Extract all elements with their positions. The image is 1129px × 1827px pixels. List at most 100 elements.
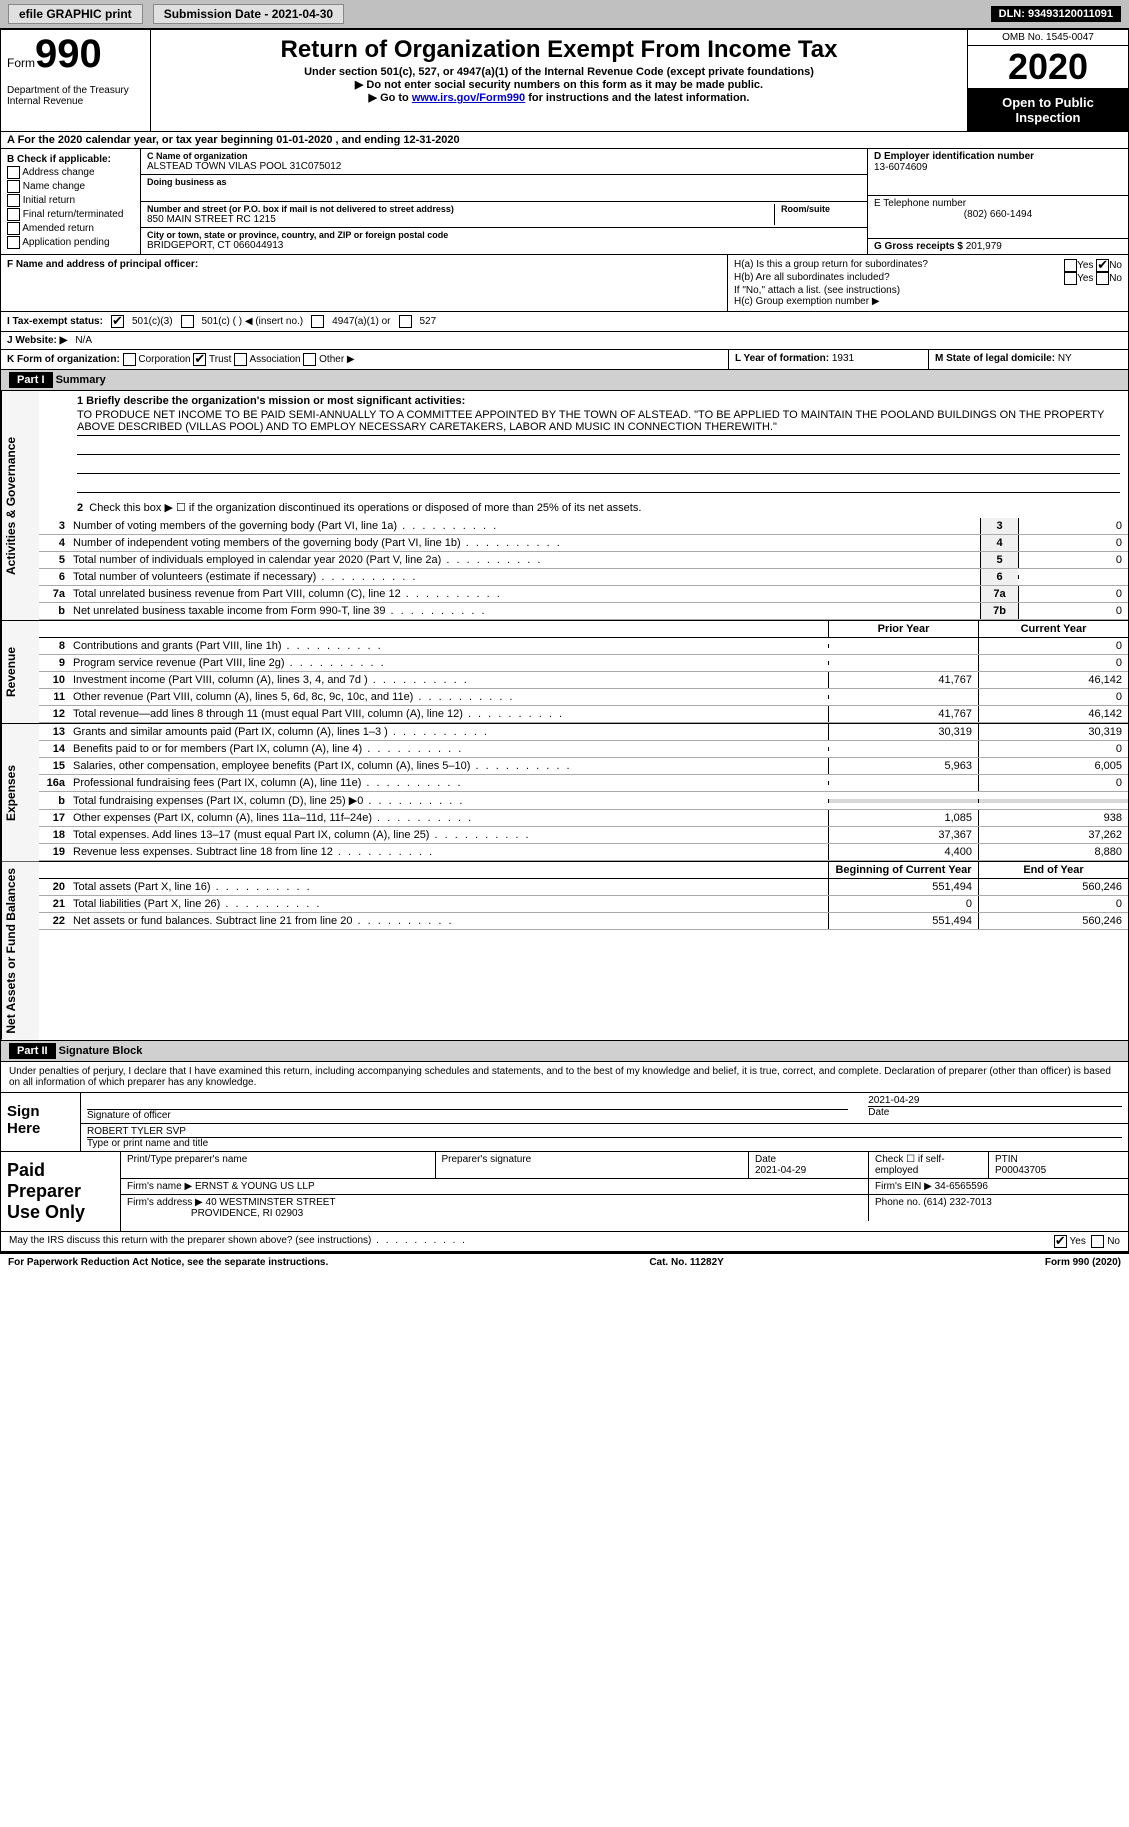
table-row: 22Net assets or fund balances. Subtract … [39,913,1128,930]
form-footer: Form 990 (2020) [1045,1257,1121,1268]
submission-button[interactable]: Submission Date - 2021-04-30 [153,4,344,24]
city-label: City or town, state or province, country… [147,230,861,240]
row-klm: K Form of organization: Corporation Trus… [0,350,1129,370]
efile-button[interactable]: efile GRAPHIC print [8,4,143,24]
line1-label: 1 Briefly describe the organization's mi… [77,395,1120,407]
expenses-section: Expenses 13Grants and similar amounts pa… [0,724,1129,862]
check-other[interactable] [303,353,316,366]
form-header: Form990 Department of the Treasury Inter… [0,29,1129,132]
hb-yes[interactable] [1064,272,1077,285]
discuss-text: May the IRS discuss this return with the… [9,1235,467,1248]
check-corp[interactable] [123,353,136,366]
officer-name-title: ROBERT TYLER SVP [87,1126,1122,1138]
dln-label: DLN: 93493120011091 [991,6,1121,22]
dba-label: Doing business as [147,177,861,187]
org-name-label: C Name of organization [147,151,861,161]
part2-header: Part II Signature Block [0,1041,1129,1062]
ha-label: H(a) Is this a group return for subordin… [734,259,928,272]
check-527[interactable] [399,315,412,328]
hb-no[interactable] [1096,272,1109,285]
pra-notice: For Paperwork Reduction Act Notice, see … [8,1257,328,1268]
note-ssn: ▶ Do not enter social security numbers o… [155,78,963,91]
addr-value: 850 MAIN STREET RC 1215 [147,214,774,225]
prep-date: 2021-04-29 [755,1165,806,1176]
mission-text: TO PRODUCE NET INCOME TO BE PAID SEMI-AN… [77,407,1120,436]
name-title-label: Type or print name and title [87,1138,1122,1149]
governance-section: Activities & Governance 1 Briefly descri… [0,391,1129,621]
box-de: D Employer identification number 13-6074… [868,149,1128,254]
table-row: 11Other revenue (Part VIII, column (A), … [39,689,1128,706]
form-number-cell: Form990 Department of the Treasury Inter… [1,30,151,131]
gross-label: G Gross receipts $ [874,241,963,252]
firm-name: ERNST & YOUNG US LLP [195,1181,315,1192]
expenses-tab: Expenses [1,724,39,861]
year-formation-label: L Year of formation: [735,353,829,364]
preparer-label: Paid Preparer Use Only [1,1152,121,1231]
table-row: 13Grants and similar amounts paid (Part … [39,724,1128,741]
prep-check-label: Check ☐ if self-employed [868,1152,988,1178]
check-501c3[interactable] [111,315,124,328]
table-row: bTotal fundraising expenses (Part IX, co… [39,792,1128,810]
check-name: Name change [7,180,134,193]
table-row: 4Number of independent voting members of… [39,535,1128,552]
gross-value: 201,979 [966,241,1002,252]
ha-no[interactable] [1096,259,1109,272]
hb-note: If "No," attach a list. (see instruction… [734,285,1122,296]
footer: For Paperwork Reduction Act Notice, see … [0,1252,1129,1271]
omb-number: OMB No. 1545-0047 [968,30,1128,46]
row-j: J Website: ▶ N/A [0,332,1129,350]
table-row: 21Total liabilities (Part X, line 26)00 [39,896,1128,913]
revenue-header: Prior Year Current Year [39,621,1128,638]
dept-treasury: Department of the Treasury [7,85,144,96]
form-title: Return of Organization Exempt From Incom… [155,36,963,64]
year-cell: OMB No. 1545-0047 2020 Open to Public In… [968,30,1128,131]
ein-label: D Employer identification number [874,151,1122,162]
discuss-row: May the IRS discuss this return with the… [0,1232,1129,1252]
tax-status-label: I Tax-exempt status: [7,316,103,327]
tel-label: E Telephone number [874,198,1122,209]
prior-year-header: Prior Year [828,621,978,637]
form-990: 990 [35,32,102,76]
check-amended: Amended return [7,222,134,235]
irs-link[interactable]: www.irs.gov/Form990 [412,92,525,104]
netassets-header: Beginning of Current Year End of Year [39,862,1128,879]
firm-addr1: 40 WESTMINSTER STREET [206,1197,336,1208]
table-row: bNet unrelated business taxable income f… [39,603,1128,620]
box-b-title: B Check if applicable: [7,154,134,165]
discuss-yes[interactable] [1054,1235,1067,1248]
hb-label: H(b) Are all subordinates included? [734,272,890,285]
table-row: 10Investment income (Part VIII, column (… [39,672,1128,689]
row-a-period: A For the 2020 calendar year, or tax yea… [0,132,1129,149]
ha-yes[interactable] [1064,259,1077,272]
check-501c[interactable] [181,315,194,328]
check-final: Final return/terminated [7,208,134,221]
inspection-label: Open to Public Inspection [968,89,1128,131]
check-4947[interactable] [311,315,324,328]
check-initial: Initial return [7,194,134,207]
table-row: 14Benefits paid to or for members (Part … [39,741,1128,758]
year-formation: 1931 [832,353,854,364]
ptin: P00043705 [995,1165,1046,1176]
hc-label: H(c) Group exemption number ▶ [734,296,1122,307]
check-assoc[interactable] [234,353,247,366]
part1-badge: Part I [9,372,53,388]
discuss-no[interactable] [1091,1235,1104,1248]
revenue-tab: Revenue [1,621,39,723]
room-label: Room/suite [781,204,861,214]
domicile: NY [1058,353,1072,364]
table-row: 6Total number of volunteers (estimate if… [39,569,1128,586]
sign-here-label: Sign Here [1,1093,81,1151]
part1-header: Part I Summary [0,370,1129,391]
gov-lines: 3Number of voting members of the governi… [39,518,1128,620]
form-label: Form [7,56,35,70]
form-org-label: K Form of organization: [7,354,120,365]
officer-label: F Name and address of principal officer: [7,259,198,270]
fgh-box: F Name and address of principal officer:… [0,255,1129,312]
form-subtitle: Under section 501(c), 527, or 4947(a)(1)… [155,66,963,78]
prep-sig-label: Preparer's signature [435,1152,749,1178]
check-pending: Application pending [7,236,134,249]
ein-value: 13-6074609 [874,162,1122,173]
sig-officer-label: Signature of officer [87,1110,848,1121]
table-row: 7aTotal unrelated business revenue from … [39,586,1128,603]
check-trust[interactable] [193,353,206,366]
